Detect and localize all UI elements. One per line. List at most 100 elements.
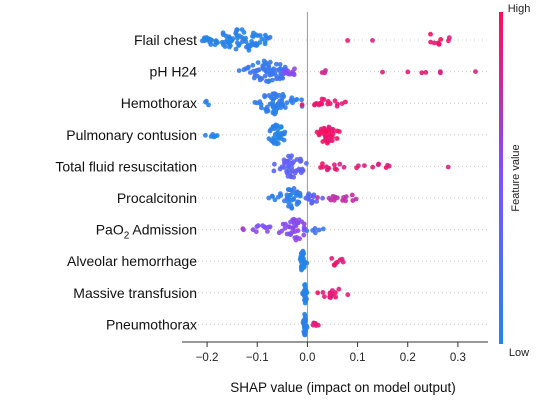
shap-point bbox=[314, 199, 319, 204]
feature-labels: Flail chest pH H24 Hemothorax Pulmonary con… bbox=[55, 32, 197, 332]
shap-point bbox=[288, 97, 294, 103]
shap-point bbox=[310, 198, 315, 204]
shap-point bbox=[274, 61, 279, 67]
row-guides bbox=[182, 39, 488, 325]
shap-point bbox=[337, 161, 343, 167]
feature-label: Pneumothorax bbox=[106, 316, 197, 332]
shap-point bbox=[320, 195, 325, 201]
shap-point bbox=[234, 32, 240, 38]
x-ticks: −0.2 −0.1 0.0 0.1 0.2 0.3 bbox=[196, 342, 466, 364]
shap-point bbox=[336, 129, 342, 134]
shap-point bbox=[245, 65, 251, 71]
shap-point bbox=[302, 332, 308, 337]
shap-point bbox=[320, 139, 326, 145]
shap-point bbox=[302, 311, 307, 317]
shap-point bbox=[301, 225, 307, 230]
shap-point bbox=[349, 192, 355, 198]
shap-point bbox=[288, 155, 293, 161]
colorbar-low-label: Low bbox=[509, 347, 529, 359]
shap-point bbox=[268, 138, 274, 143]
shap-point bbox=[332, 98, 338, 104]
shap-point bbox=[288, 203, 294, 208]
shap-point bbox=[445, 164, 451, 170]
feature-label: pH H24 bbox=[150, 64, 198, 80]
shap-point bbox=[277, 62, 283, 67]
shap-point bbox=[281, 157, 287, 163]
x-tick-label: 0.0 bbox=[299, 352, 315, 364]
shap-point bbox=[252, 100, 258, 105]
shap-point bbox=[275, 135, 281, 140]
shap-point bbox=[330, 126, 336, 132]
feature-label: Hemothorax bbox=[121, 95, 197, 111]
shap-point bbox=[340, 198, 345, 203]
shap-point bbox=[214, 133, 220, 138]
shap-point bbox=[301, 232, 307, 238]
shap-point bbox=[284, 192, 290, 198]
shap-point bbox=[362, 163, 367, 169]
shap-point bbox=[354, 165, 359, 171]
shap-point bbox=[291, 218, 297, 224]
shap-point bbox=[326, 195, 332, 201]
shap-point bbox=[321, 97, 327, 102]
shap-point bbox=[431, 40, 437, 46]
shap-point bbox=[257, 77, 263, 83]
feature-label: Total fluid resuscitation bbox=[55, 158, 197, 174]
shap-point bbox=[312, 102, 317, 108]
shap-point bbox=[304, 228, 310, 234]
shap-point bbox=[272, 161, 277, 167]
shap-point bbox=[208, 37, 213, 42]
feature-label: Pulmonary contusion bbox=[66, 127, 197, 143]
shap-point bbox=[227, 38, 233, 44]
shap-point bbox=[333, 294, 338, 300]
x-tick-label: 0.2 bbox=[400, 352, 416, 364]
shap-point bbox=[332, 166, 338, 172]
shap-point bbox=[299, 102, 305, 108]
shap-point bbox=[270, 124, 276, 130]
shap-point bbox=[244, 44, 249, 50]
shap-point bbox=[275, 101, 281, 107]
shap-point bbox=[370, 38, 375, 43]
shap-point bbox=[264, 104, 270, 110]
shap-point bbox=[267, 72, 273, 78]
shap-point bbox=[265, 229, 270, 234]
x-axis-title: SHAP value (impact on model output) bbox=[230, 380, 456, 395]
shap-point bbox=[304, 290, 309, 295]
shap-point bbox=[446, 38, 451, 44]
shap-point bbox=[295, 220, 301, 225]
shap-point bbox=[316, 227, 322, 233]
shap-point bbox=[227, 44, 232, 50]
shap-point bbox=[270, 110, 276, 116]
feature-label: Alveolar hemorrhage bbox=[67, 253, 197, 269]
shap-point bbox=[266, 78, 272, 84]
shap-point bbox=[423, 70, 429, 75]
shap-point bbox=[329, 293, 334, 298]
colorbar-title: Feature value bbox=[510, 144, 522, 211]
shap-point bbox=[323, 129, 328, 135]
shap-point bbox=[265, 224, 271, 230]
shap-point bbox=[262, 73, 268, 79]
x-tick-label: −0.2 bbox=[196, 352, 219, 364]
shap-point bbox=[289, 69, 295, 75]
shap-point bbox=[310, 194, 316, 200]
shap-point bbox=[279, 228, 284, 234]
colorbar: High Low Feature value bbox=[499, 3, 530, 359]
shap-point bbox=[319, 70, 325, 75]
shap-point bbox=[264, 109, 269, 114]
shap-point bbox=[285, 68, 291, 74]
shap-point bbox=[287, 231, 293, 237]
shap-point bbox=[319, 101, 325, 107]
shap-point bbox=[204, 98, 209, 104]
shap-point bbox=[288, 219, 293, 225]
shap-point bbox=[280, 102, 285, 108]
shap-point bbox=[297, 256, 303, 262]
feature-label: Procalcitonin bbox=[117, 190, 197, 206]
colorbar-high-label: High bbox=[508, 3, 531, 15]
shap-point bbox=[302, 282, 307, 288]
shap-point bbox=[288, 192, 293, 198]
shap-point bbox=[299, 97, 304, 103]
shap-point bbox=[428, 39, 433, 45]
shap-point bbox=[322, 294, 327, 299]
colorbar-gradient bbox=[499, 12, 503, 344]
shap-point bbox=[208, 134, 214, 139]
